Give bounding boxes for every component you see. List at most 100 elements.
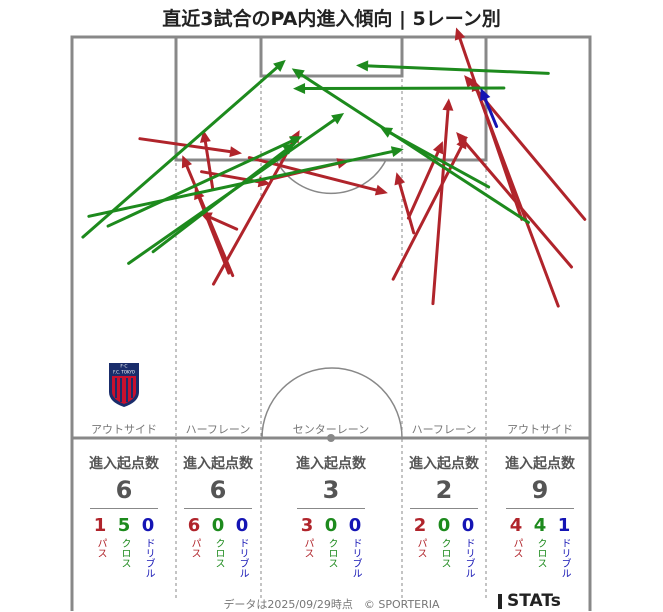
- lane-stat-total: 3: [322, 476, 340, 504]
- penalty-area: [174, 35, 488, 162]
- dribble-arrow: [480, 87, 499, 128]
- pass-label: パス: [302, 538, 313, 558]
- dribble-label: ドリブル: [143, 538, 154, 578]
- arrow-layer: [81, 27, 587, 308]
- dribble-count: 0: [461, 515, 475, 536]
- lane-stat-divider: [90, 508, 158, 509]
- cross-label: クロス: [439, 538, 450, 568]
- lane-stat-header: 進入起点数: [296, 456, 366, 472]
- lane-stat-header: 進入起点数: [505, 456, 575, 472]
- breakdown-cross: 0 クロス: [435, 515, 453, 578]
- cross-label: クロス: [119, 538, 130, 568]
- footer-date: データは2025/09/29時点 © SPORTERIA: [223, 598, 440, 611]
- lane-stat-header: 進入起点数: [183, 456, 253, 472]
- breakdown-dribble: 0 ドリブル: [459, 515, 477, 578]
- cross-count: 5: [117, 515, 131, 536]
- pass-label: パス: [189, 538, 200, 558]
- pass-arrow: [194, 186, 231, 275]
- fc-tokyo-crest-icon: F·C F.C. TOKYO: [109, 363, 139, 407]
- pass-arrow: [138, 137, 242, 158]
- center-spot: [327, 434, 335, 442]
- breakdown-dribble: 0 ドリブル: [233, 515, 251, 578]
- breakdown-dribble: 1 ドリブル: [555, 515, 573, 578]
- brand-bar-icon: [498, 593, 502, 609]
- cross-count: 0: [437, 515, 451, 536]
- lane-stat-header: 進入起点数: [409, 456, 479, 472]
- breakdown-pass: 2 パス: [411, 515, 429, 578]
- breakdown-cross: 0 クロス: [322, 515, 340, 578]
- dribble-count: 0: [235, 515, 249, 536]
- cross-arrow: [293, 83, 506, 95]
- lane-stat-divider: [184, 508, 252, 509]
- dribble-label: ドリブル: [463, 538, 474, 578]
- center-circle: [261, 367, 403, 439]
- cross-count: 0: [211, 515, 225, 536]
- breakdown-pass: 1 パス: [91, 515, 109, 578]
- cross-arrow: [379, 127, 491, 189]
- lane-stat-total: 9: [531, 476, 549, 504]
- cross-label: クロス: [213, 538, 224, 568]
- cross-arrow: [87, 146, 404, 218]
- lane-name-outside-left: アウトサイド: [91, 423, 157, 436]
- brand-text: STATs: [507, 591, 561, 611]
- dribble-count: 0: [348, 515, 362, 536]
- breakdown-pass: 6 パス: [185, 515, 203, 578]
- pitch-lines: [70, 35, 592, 611]
- lane-breakdown: 4 パス 4 クロス 1 ドリブル: [495, 515, 585, 578]
- lane-stat-divider: [410, 508, 478, 509]
- pass-count: 2: [413, 515, 427, 536]
- pass-label: パス: [95, 538, 106, 558]
- brand-logo: STATs: [498, 591, 561, 611]
- pass-arrow: [431, 98, 454, 306]
- lane-name-halflane-right: ハーフレーン: [411, 423, 477, 436]
- cross-arrow: [151, 142, 296, 254]
- dribble-count: 0: [141, 515, 155, 536]
- dribble-label: ドリブル: [350, 538, 361, 578]
- lane-breakdown: 1 パス 5 クロス 0 ドリブル: [79, 515, 169, 578]
- breakdown-cross: 0 クロス: [209, 515, 227, 578]
- lane-breakdown: 2 パス 0 クロス 0 ドリブル: [399, 515, 489, 578]
- lane-breakdown: 6 パス 0 クロス 0 ドリブル: [173, 515, 263, 578]
- cross-arrow: [356, 60, 550, 75]
- pass-label: パス: [511, 538, 522, 558]
- crest-text: F.C. TOKYO: [113, 370, 135, 375]
- breakdown-dribble: 0 ドリブル: [346, 515, 364, 578]
- cross-count: 0: [324, 515, 338, 536]
- pass-arrow: [454, 27, 524, 221]
- pass-arrow: [394, 172, 416, 235]
- pass-count: 1: [93, 515, 107, 536]
- lane-stat-divider: [297, 508, 365, 509]
- breakdown-cross: 5 クロス: [115, 515, 133, 578]
- dribble-label: ドリブル: [559, 538, 570, 578]
- pass-count: 4: [509, 515, 523, 536]
- lane-name-outside-right: アウトサイド: [507, 423, 573, 436]
- breakdown-pass: 4 パス: [507, 515, 525, 578]
- svg-text:F·C: F·C: [120, 364, 127, 370]
- breakdown-pass: 3 パス: [298, 515, 316, 578]
- lane-stat-total: 6: [209, 476, 227, 504]
- cross-label: クロス: [535, 538, 546, 568]
- goal-area: [259, 35, 404, 78]
- lane-name-halflane-left: ハーフレーン: [185, 423, 251, 436]
- cross-count: 4: [533, 515, 547, 536]
- lane-stat-header: 進入起点数: [89, 456, 159, 472]
- lane-stat-total: 6: [115, 476, 133, 504]
- lane-breakdown: 3 パス 0 クロス 0 ドリブル: [286, 515, 376, 578]
- pass-count: 6: [187, 515, 201, 536]
- pass-arrow: [464, 75, 587, 221]
- cross-label: クロス: [326, 538, 337, 568]
- breakdown-cross: 4 クロス: [531, 515, 549, 578]
- pass-label: パス: [415, 538, 426, 558]
- breakdown-dribble: 0 ドリブル: [139, 515, 157, 578]
- chart-title: 直近3試合のPA内進入傾向 | 5レーン別: [162, 8, 501, 30]
- cross-arrow: [106, 136, 303, 228]
- lane-stat-total: 2: [435, 476, 453, 504]
- dribble-label: ドリブル: [237, 538, 248, 578]
- pass-arrow: [406, 141, 443, 220]
- dribble-count: 1: [557, 515, 571, 536]
- cross-arrow: [81, 59, 286, 239]
- lane-name-center: センターレーン: [292, 423, 370, 436]
- lane-stat-divider: [506, 508, 574, 509]
- pass-count: 3: [300, 515, 314, 536]
